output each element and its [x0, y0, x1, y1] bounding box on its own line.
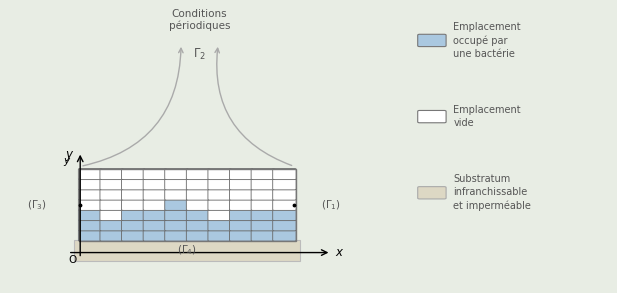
FancyBboxPatch shape [273, 179, 296, 190]
FancyBboxPatch shape [251, 230, 275, 241]
Bar [79, 169, 296, 241]
FancyBboxPatch shape [143, 199, 167, 210]
FancyBboxPatch shape [122, 220, 145, 231]
FancyBboxPatch shape [143, 168, 167, 180]
FancyArrowPatch shape [215, 48, 292, 166]
FancyBboxPatch shape [143, 179, 167, 190]
FancyBboxPatch shape [143, 230, 167, 241]
FancyBboxPatch shape [418, 187, 446, 199]
FancyBboxPatch shape [143, 220, 167, 231]
FancyBboxPatch shape [100, 209, 123, 221]
FancyBboxPatch shape [230, 209, 253, 221]
FancyBboxPatch shape [165, 209, 188, 221]
FancyBboxPatch shape [122, 199, 145, 210]
FancyBboxPatch shape [208, 189, 231, 200]
FancyBboxPatch shape [143, 189, 167, 200]
FancyBboxPatch shape [230, 168, 253, 180]
FancyBboxPatch shape [208, 168, 231, 180]
FancyBboxPatch shape [251, 220, 275, 231]
FancyBboxPatch shape [186, 199, 210, 210]
FancyBboxPatch shape [78, 179, 102, 190]
FancyBboxPatch shape [100, 220, 123, 231]
FancyBboxPatch shape [100, 199, 123, 210]
FancyBboxPatch shape [273, 230, 296, 241]
Text: $(\Gamma_3)$: $(\Gamma_3)$ [27, 198, 47, 212]
FancyBboxPatch shape [100, 168, 123, 180]
FancyBboxPatch shape [418, 34, 446, 47]
FancyBboxPatch shape [230, 199, 253, 210]
Text: Conditions
périodiques: Conditions périodiques [169, 9, 230, 31]
FancyBboxPatch shape [122, 168, 145, 180]
FancyBboxPatch shape [74, 240, 300, 261]
FancyBboxPatch shape [186, 189, 210, 200]
Text: $(\Gamma_4)$: $(\Gamma_4)$ [177, 244, 197, 257]
FancyBboxPatch shape [251, 199, 275, 210]
FancyBboxPatch shape [122, 209, 145, 221]
Text: Substratum
infranchissable
et imperméable: Substratum infranchissable et imperméabl… [453, 174, 531, 211]
Text: Emplacement
occupé par
une bactérie: Emplacement occupé par une bactérie [453, 22, 521, 59]
FancyBboxPatch shape [122, 230, 145, 241]
FancyBboxPatch shape [251, 189, 275, 200]
FancyBboxPatch shape [273, 209, 296, 221]
FancyBboxPatch shape [230, 220, 253, 231]
FancyBboxPatch shape [208, 179, 231, 190]
Text: O: O [68, 255, 77, 265]
FancyBboxPatch shape [251, 168, 275, 180]
FancyBboxPatch shape [230, 230, 253, 241]
FancyBboxPatch shape [143, 209, 167, 221]
FancyBboxPatch shape [122, 179, 145, 190]
FancyBboxPatch shape [208, 220, 231, 231]
FancyBboxPatch shape [78, 230, 102, 241]
Text: Emplacement
vide: Emplacement vide [453, 105, 521, 128]
FancyBboxPatch shape [251, 209, 275, 221]
FancyBboxPatch shape [78, 199, 102, 210]
FancyBboxPatch shape [78, 220, 102, 231]
FancyBboxPatch shape [165, 199, 188, 210]
Text: y: y [65, 148, 73, 161]
FancyBboxPatch shape [122, 189, 145, 200]
FancyBboxPatch shape [230, 179, 253, 190]
Text: y: y [63, 156, 69, 166]
Text: $(\Gamma_1)$: $(\Gamma_1)$ [321, 198, 341, 212]
FancyBboxPatch shape [186, 230, 210, 241]
FancyBboxPatch shape [165, 168, 188, 180]
FancyBboxPatch shape [273, 189, 296, 200]
FancyBboxPatch shape [273, 220, 296, 231]
FancyBboxPatch shape [230, 189, 253, 200]
FancyBboxPatch shape [208, 230, 231, 241]
FancyBboxPatch shape [273, 168, 296, 180]
FancyBboxPatch shape [186, 168, 210, 180]
FancyBboxPatch shape [165, 220, 188, 231]
FancyBboxPatch shape [100, 189, 123, 200]
FancyBboxPatch shape [186, 220, 210, 231]
FancyBboxPatch shape [100, 230, 123, 241]
Text: x: x [335, 246, 342, 259]
FancyBboxPatch shape [165, 230, 188, 241]
FancyBboxPatch shape [100, 179, 123, 190]
FancyBboxPatch shape [418, 110, 446, 123]
FancyBboxPatch shape [78, 189, 102, 200]
FancyBboxPatch shape [78, 209, 102, 221]
FancyBboxPatch shape [208, 209, 231, 221]
FancyArrowPatch shape [83, 48, 183, 166]
FancyBboxPatch shape [251, 179, 275, 190]
FancyBboxPatch shape [165, 189, 188, 200]
FancyBboxPatch shape [186, 179, 210, 190]
FancyBboxPatch shape [186, 209, 210, 221]
FancyBboxPatch shape [273, 199, 296, 210]
FancyBboxPatch shape [165, 179, 188, 190]
Text: $\Gamma_2$: $\Gamma_2$ [193, 47, 206, 62]
FancyBboxPatch shape [208, 199, 231, 210]
FancyBboxPatch shape [78, 168, 102, 180]
